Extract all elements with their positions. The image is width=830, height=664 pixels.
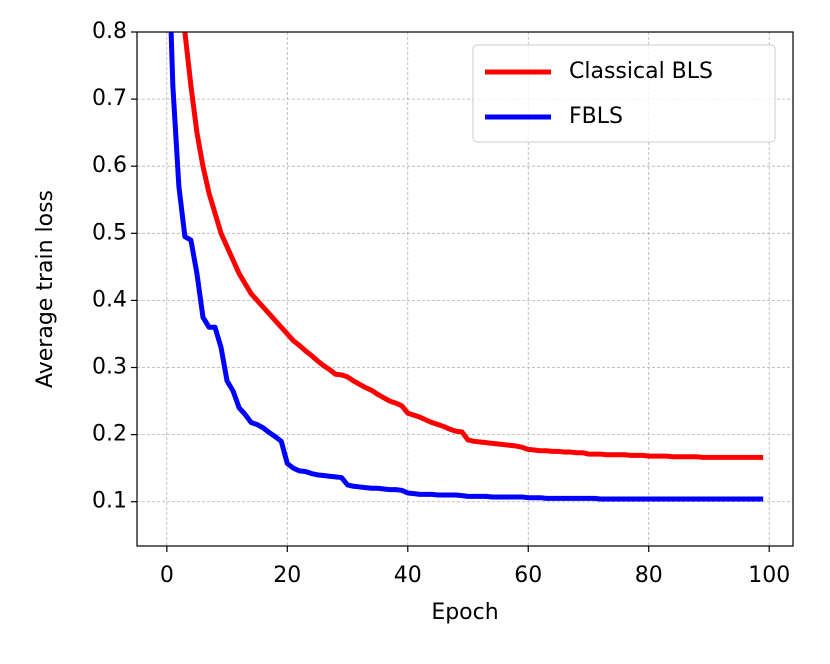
x-tick-label: 100 [748, 563, 790, 588]
y-tick-label: 0.1 [92, 489, 127, 514]
x-tick-label: 40 [394, 563, 422, 588]
x-axis-label: Epoch [431, 600, 498, 625]
y-tick-label: 0.3 [92, 355, 127, 380]
plot-frame [136, 31, 794, 547]
x-tick-label: 60 [514, 563, 542, 588]
y-tick-label: 0.5 [92, 220, 127, 245]
series-line [182, 32, 764, 460]
series-line [168, 32, 764, 502]
y-tick-label: 0.7 [92, 86, 127, 111]
x-tick-label: 0 [160, 563, 174, 588]
x-tick-label: 80 [635, 563, 663, 588]
legend-label: Classical BLS [569, 59, 713, 84]
legend: Classical BLS FBLS [472, 44, 776, 143]
y-tick-label: 0.2 [92, 422, 127, 447]
legend-label: FBLS [569, 104, 623, 129]
y-tick-label: 0.8 [92, 19, 127, 44]
y-tick-label: 0.6 [92, 153, 127, 178]
y-axis-label: Average train loss [33, 190, 58, 388]
y-tick-label: 0.4 [92, 287, 127, 312]
x-tick-label: 20 [273, 563, 301, 588]
